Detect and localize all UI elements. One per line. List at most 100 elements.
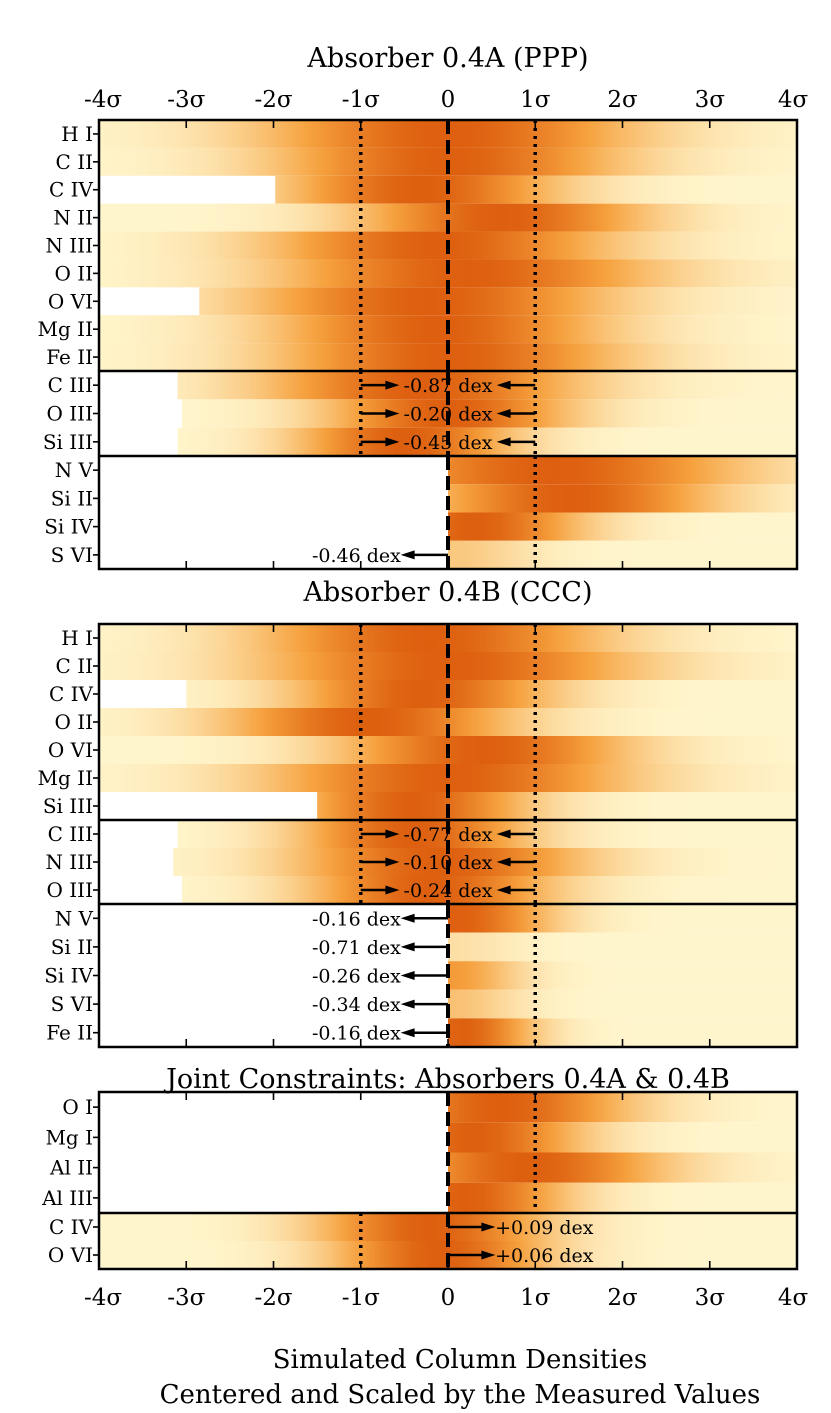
- panel-title: Joint Constraints: Absorbers 0.4A & 0.4B: [163, 1064, 730, 1095]
- row-label: C II: [56, 150, 93, 174]
- row-label: O VI: [48, 289, 93, 313]
- x-tick-label-bottom: 3σ: [695, 1285, 726, 1311]
- labels-layer: Simulated Column Densities Centered and …: [38, 43, 809, 1410]
- offset-arrow-right-head: [385, 380, 400, 390]
- row-label: C IV: [49, 682, 94, 706]
- offset-arrow-left-head: [496, 437, 511, 447]
- heat-row-mg-i: [448, 1122, 797, 1153]
- limit-arrow-head: [400, 942, 415, 952]
- offset-arrow-right-head: [385, 885, 400, 895]
- row-label: Si II: [51, 486, 93, 510]
- heatmap-layer: [99, 120, 798, 1269]
- row-label: C III: [48, 373, 93, 397]
- row-label: C IV: [49, 1215, 94, 1239]
- offset-arrow-right-head: [385, 857, 400, 867]
- row-label: N V: [55, 458, 94, 482]
- x-tick-label-top: -1σ: [342, 87, 380, 113]
- heat-row-si-ii: [448, 932, 797, 962]
- row-label: O III: [47, 878, 93, 902]
- limit-arrow-head: [400, 913, 415, 923]
- x-tick-label-bottom: 4σ: [778, 1285, 809, 1311]
- offset-arrow-left-head: [496, 380, 511, 390]
- row-label: Al II: [49, 1156, 93, 1180]
- row-label: Si IV: [44, 515, 93, 539]
- row-label: Si III: [43, 794, 93, 818]
- heat-row-c-iii: [177, 371, 797, 400]
- x-tick-label-bottom: -3σ: [167, 1285, 205, 1311]
- limit-annotation: -0.71 dex: [312, 937, 401, 959]
- row-label: O VI: [48, 1243, 93, 1267]
- row-label: Si III: [43, 430, 93, 454]
- heat-row-n-v: [448, 456, 797, 485]
- heat-row-o-vi: [199, 287, 797, 316]
- heat-row-al-iii: [448, 1182, 797, 1213]
- x-tick-label-bottom: 0: [441, 1285, 456, 1311]
- offset-annotation: -0.77 dex: [404, 824, 493, 846]
- row-label: Si II: [51, 935, 93, 959]
- row-label: H I: [61, 122, 93, 146]
- limit-arrow-head: [400, 550, 415, 560]
- offset-annotation: -0.10 dex: [404, 852, 493, 874]
- row-label: O II: [54, 710, 93, 734]
- panel-title: Absorber 0.4B (CCC): [303, 577, 593, 608]
- heat-row-c-iv: [186, 680, 797, 708]
- offset-arrow-left-head: [496, 885, 511, 895]
- offset-arrow-right-head: [385, 829, 400, 839]
- x-tick-label-top: -2σ: [254, 87, 292, 113]
- row-label: N V: [55, 906, 94, 930]
- upper-arrow-head: [481, 1222, 496, 1232]
- row-label: Mg II: [38, 317, 93, 341]
- row-label: C IV: [49, 178, 94, 202]
- heat-row-si-iii: [317, 792, 797, 820]
- offset-annotation: -0.24 dex: [404, 880, 493, 902]
- heat-row-n-v: [448, 904, 797, 933]
- row-label: S VI: [51, 992, 93, 1016]
- limit-annotation: -0.26 dex: [312, 966, 401, 988]
- row-label: O VI: [48, 738, 93, 762]
- x-axis-title-line2: Centered and Scaled by the Measured Valu…: [160, 1380, 761, 1410]
- offset-annotation: -0.87 dex: [404, 375, 493, 397]
- row-label: C III: [48, 822, 93, 846]
- row-label: Al III: [41, 1186, 93, 1210]
- panel-frames-layer: [93, 118, 799, 1271]
- offset-arrow-right-head: [385, 437, 400, 447]
- row-label: N III: [45, 234, 93, 258]
- offset-arrow-right-head: [385, 409, 400, 418]
- heat-row-n-iii: [173, 848, 798, 876]
- heat-row-c-iv: [275, 175, 797, 204]
- limit-arrow-head: [400, 971, 415, 980]
- heat-row-si-iii: [177, 427, 797, 456]
- x-tick-label-top: 1σ: [520, 87, 551, 113]
- x-axis-title-line1: Simulated Column Densities: [273, 1345, 648, 1375]
- heat-row-s-vi: [448, 989, 797, 1019]
- x-tick-label-bottom: -4σ: [84, 1285, 122, 1311]
- x-tick-label-top: 3σ: [695, 87, 726, 113]
- row-label: Mg I: [45, 1125, 93, 1149]
- offset-arrow-left-head: [496, 829, 511, 839]
- offset-arrow-left-head: [496, 409, 511, 418]
- limit-arrow-head: [400, 1028, 415, 1038]
- panel-title: Absorber 0.4A (PPP): [306, 43, 588, 74]
- row-label: S VI: [51, 543, 93, 567]
- x-tick-label-top: 2σ: [607, 87, 638, 113]
- row-label: O I: [62, 1095, 93, 1119]
- row-label: N II: [53, 206, 93, 230]
- heat-row-al-ii: [448, 1152, 797, 1183]
- x-tick-label-bottom: -2σ: [254, 1285, 292, 1311]
- x-tick-label-top: -4σ: [84, 87, 122, 113]
- heat-row-si-ii: [448, 484, 797, 513]
- row-label: Si IV: [44, 964, 93, 988]
- upper-annotation: +0.09 dex: [495, 1217, 594, 1239]
- row-label: N III: [45, 850, 93, 874]
- row-label: O II: [54, 261, 93, 285]
- x-tick-label-top: 0: [441, 87, 456, 113]
- limit-arrow-head: [400, 999, 415, 1009]
- x-tick-label-bottom: -1σ: [342, 1285, 380, 1311]
- offset-annotation: -0.20 dex: [404, 404, 493, 426]
- row-label: Mg II: [38, 766, 93, 790]
- x-tick-label-bottom: 2σ: [607, 1285, 638, 1311]
- heat-row-si-iv: [448, 512, 797, 541]
- heat-row-o-iii: [181, 399, 797, 428]
- row-label: Fe II: [46, 345, 93, 369]
- offset-arrow-left-head: [496, 857, 511, 867]
